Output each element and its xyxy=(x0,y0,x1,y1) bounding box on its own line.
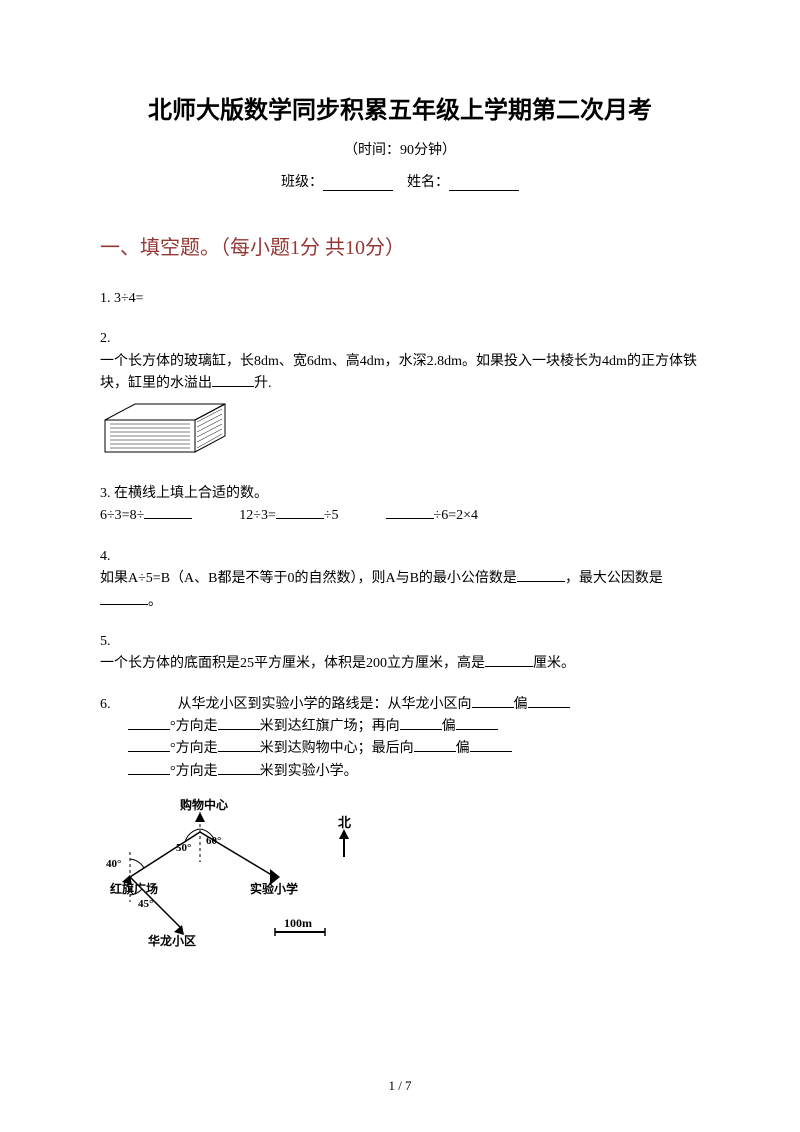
svg-text:40°: 40° xyxy=(106,858,121,870)
question-3: 3. 在横线上填上合适的数。 6÷3=8÷ 12÷3= ÷5 ÷6=2×4 xyxy=(100,483,700,528)
q6-t6: °方向走 xyxy=(170,741,218,756)
q5-text1: 一个长方体的底面积是25平方厘米，体积是200立方厘米，高是 xyxy=(100,656,485,671)
svg-text:华龙小区: 华龙小区 xyxy=(148,933,196,948)
q2-text1: 一个长方体的玻璃缸，长8dm、宽6dm、高4dm，水深2.8dm。如果投入一块棱… xyxy=(100,354,697,391)
q6-t10: 米到实验小学。 xyxy=(260,764,358,779)
q6-t7: 米到达购物中心；最后向 xyxy=(260,741,414,756)
q3-p3a: ÷6=2×4 xyxy=(434,508,478,523)
q6-b8[interactable] xyxy=(218,738,260,752)
q6-t2: 偏 xyxy=(514,697,528,712)
document-title: 北师大版数学同步积累五年级上学期第二次月考 xyxy=(100,90,700,125)
q6-t5: 偏 xyxy=(442,719,456,734)
q5-text2: 厘米。 xyxy=(533,656,575,671)
time-subtitle: （时间：90分钟） xyxy=(100,139,700,159)
q1-num: 1. xyxy=(100,291,111,306)
svg-text:60°: 60° xyxy=(206,835,221,847)
q4-text2: ，最大公因数是 xyxy=(565,571,663,586)
q6-b1[interactable] xyxy=(472,694,514,708)
svg-text:45°: 45° xyxy=(138,898,153,910)
class-blank[interactable] xyxy=(323,177,393,191)
svg-text:北: 北 xyxy=(338,815,351,830)
page-number: 1 / 7 xyxy=(0,1078,800,1094)
question-2: 2. 一个长方体的玻璃缸，长8dm、宽6dm、高4dm，水深2.8dm。如果投入… xyxy=(100,328,700,465)
q6-b3[interactable] xyxy=(128,716,170,730)
q6-b9[interactable] xyxy=(414,738,456,752)
section-1-header: 一、填空题。（每小题1分 共10分） xyxy=(100,231,700,260)
q2-num: 2. xyxy=(100,331,111,346)
q2-tank-image xyxy=(100,402,700,465)
q4-blank2[interactable] xyxy=(100,591,148,605)
name-blank[interactable] xyxy=(449,177,519,191)
q2-text2: 升. xyxy=(254,376,272,391)
q6-b10[interactable] xyxy=(470,738,512,752)
class-label: 班级： xyxy=(281,175,323,190)
q6-b12[interactable] xyxy=(218,761,260,775)
svg-text:100m: 100m xyxy=(284,916,312,930)
q6-b11[interactable] xyxy=(128,761,170,775)
q3-num: 3. xyxy=(100,486,111,501)
question-5: 5. 一个长方体的底面积是25平方厘米，体积是200立方厘米，高是 厘米。 xyxy=(100,631,700,676)
q6-b5[interactable] xyxy=(400,716,442,730)
q6-t8: 偏 xyxy=(456,741,470,756)
q6-t4: 米到达红旗广场；再向 xyxy=(260,719,400,734)
q3-p1a: 6÷3=8÷ xyxy=(100,508,144,523)
q3-p2b: ÷5 xyxy=(324,508,339,523)
q6-b4[interactable] xyxy=(218,716,260,730)
q6-b2[interactable] xyxy=(528,694,570,708)
svg-text:购物中心: 购物中心 xyxy=(180,797,228,812)
q3-p2a: 12÷3= xyxy=(239,508,276,523)
q6-t3: °方向走 xyxy=(170,719,218,734)
q6-t1: 从华龙小区到实验小学的路线是：从华龙小区向 xyxy=(178,697,472,712)
q4-blank1[interactable] xyxy=(517,568,565,582)
svg-text:实验小学: 实验小学 xyxy=(250,881,298,896)
q6-map-image: 50° 60° 购物中心 40° 45° 红旗广场 华龙小区 实验小学 北 10… xyxy=(100,797,700,965)
q6-b7[interactable] xyxy=(128,738,170,752)
q4-num: 4. xyxy=(100,549,111,564)
svg-text:50°: 50° xyxy=(176,842,191,854)
q2-blank[interactable] xyxy=(212,373,254,387)
q5-blank[interactable] xyxy=(485,653,533,667)
q3-blank2[interactable] xyxy=(276,505,324,519)
q1-text: 3÷4= xyxy=(114,291,144,306)
q4-text1: 如果A÷5=B（A、B都是不等于0的自然数），则A与B的最小公倍数是 xyxy=(100,571,517,586)
question-1: 1. 3÷4= xyxy=(100,288,700,310)
question-4: 4. 如果A÷5=B（A、B都是不等于0的自然数），则A与B的最小公倍数是 ，最大… xyxy=(100,546,700,613)
q5-num: 5. xyxy=(100,634,111,649)
q6-num: 6. xyxy=(100,697,111,712)
q4-text3: 。 xyxy=(148,594,162,609)
q6-t9: °方向走 xyxy=(170,764,218,779)
svg-text:红旗广场: 红旗广场 xyxy=(110,881,158,896)
name-label: 姓名： xyxy=(407,175,449,190)
q3-blank1[interactable] xyxy=(144,505,192,519)
q3-blank3[interactable] xyxy=(386,505,434,519)
question-6: 6. 从华龙小区到实验小学的路线是：从华龙小区向偏 °方向走米到达红旗广场；再向… xyxy=(100,694,700,966)
q3-label: 在横线上填上合适的数。 xyxy=(114,486,268,501)
q6-b6[interactable] xyxy=(456,716,498,730)
student-info-line: 班级： 姓名： xyxy=(100,171,700,191)
